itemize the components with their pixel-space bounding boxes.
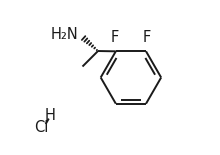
Text: F: F <box>111 30 119 45</box>
Text: F: F <box>143 30 151 45</box>
Text: Cl: Cl <box>34 120 48 135</box>
Text: H: H <box>45 108 56 123</box>
Text: H₂N: H₂N <box>51 27 79 42</box>
